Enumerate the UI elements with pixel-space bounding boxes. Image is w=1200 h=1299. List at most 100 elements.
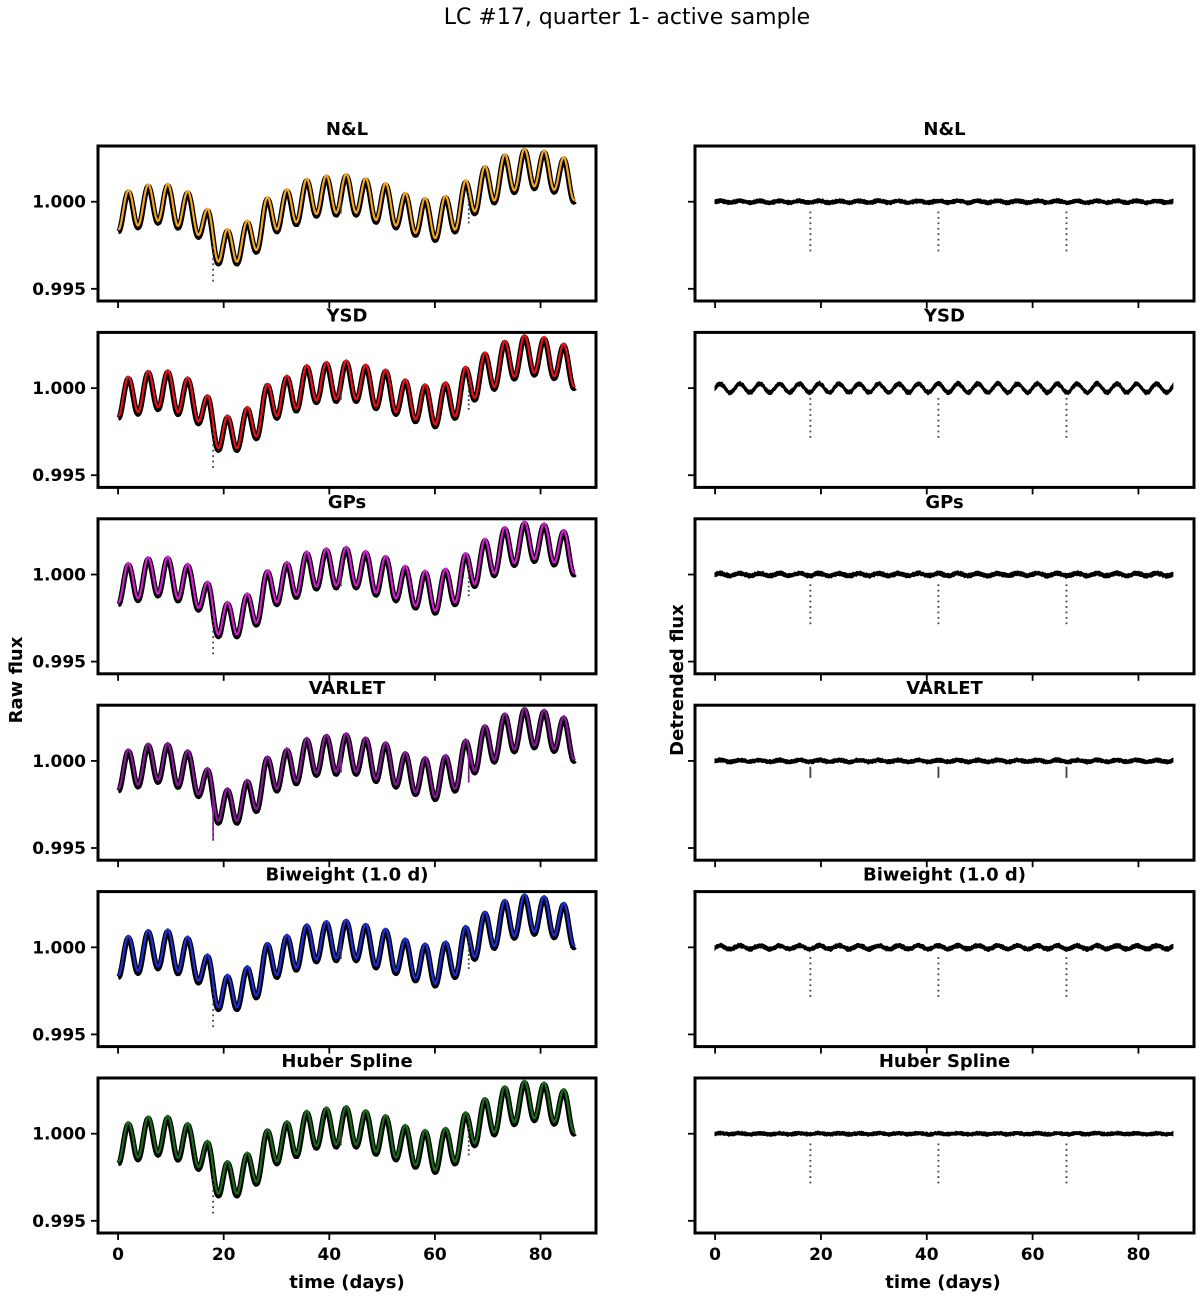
transit-point [212, 1206, 215, 1209]
raw-flux-series [116, 334, 577, 453]
transit-point [937, 978, 940, 981]
transit-point [340, 1136, 342, 1139]
transit-point [937, 1176, 940, 1178]
transit-point [809, 957, 812, 959]
transit-point [937, 435, 940, 438]
transit-point [937, 430, 940, 433]
y-tick-label: 0.995 [32, 839, 86, 859]
transit-point [340, 211, 342, 214]
transit-point [1065, 414, 1068, 417]
transit-point [1065, 616, 1068, 619]
y-tick-label: 0.995 [32, 653, 86, 673]
transit-point [809, 766, 812, 769]
transit-point [809, 1143, 812, 1146]
transit-point [467, 195, 470, 198]
axes-frame [96, 703, 598, 862]
transit-point [809, 1170, 812, 1173]
transit-point [212, 247, 215, 249]
transit-point [1065, 774, 1068, 777]
plot-area [714, 1130, 1174, 1184]
transit-point [467, 217, 470, 220]
transit-point [467, 967, 470, 969]
transit-point [340, 391, 342, 394]
trend-model-line [117, 1079, 576, 1195]
transit-point [212, 268, 215, 271]
transit-point [1065, 589, 1068, 592]
transit-point [1065, 1148, 1068, 1151]
detrended-panel-4: VARLET [688, 678, 1196, 868]
transit-point [1065, 967, 1068, 970]
transit-point [467, 381, 470, 384]
transit-point [1065, 403, 1068, 406]
transit-point [467, 949, 470, 952]
transit-point [1065, 622, 1068, 625]
axes-frame [96, 890, 598, 1049]
transit-point [1065, 773, 1068, 776]
transit-point [937, 984, 940, 987]
panel-title: Huber Spline [281, 1051, 412, 1072]
transit-point [340, 582, 342, 584]
panels-grid: N&L 1.000 0.995 N&L YSD 1.000 0.995 YSD GPs 1.000… [32, 119, 1196, 1265]
transit-point [340, 1143, 342, 1146]
trend-model-line [117, 520, 576, 636]
transit-point [467, 568, 470, 571]
transit-point [1065, 984, 1068, 987]
transit-point [467, 199, 470, 202]
transit-point [212, 630, 215, 633]
x-tick-label: 0 [709, 1245, 721, 1265]
transit-point [809, 774, 812, 777]
transit-point [1065, 978, 1068, 981]
transit-point [1065, 430, 1068, 433]
transit-point [340, 397, 342, 400]
transit-point [212, 641, 215, 644]
plot-area [116, 334, 577, 468]
detrended-flux-series [714, 569, 1174, 579]
transit-point [1065, 425, 1068, 427]
transit-point [937, 1143, 940, 1146]
transit-point [340, 207, 342, 209]
transit-point [809, 1148, 812, 1151]
y-tick-label: 0.995 [32, 1025, 86, 1045]
transit-point [212, 1184, 215, 1187]
transit-point [1065, 1170, 1068, 1173]
transit-point [212, 252, 215, 255]
transit-point [212, 449, 215, 452]
transit-point [467, 572, 470, 575]
raw-panel-6: Huber Spline 1.000 0.995 0 20 40 60 80 [32, 1051, 598, 1265]
transit-point [937, 1159, 940, 1162]
axes-frame [96, 330, 598, 489]
transit-point [937, 989, 940, 992]
transit-point [340, 389, 342, 391]
transit-point [467, 221, 470, 224]
transit-point [212, 1179, 215, 1181]
transit-point [340, 950, 342, 953]
transit-point [467, 594, 470, 597]
transit-point [809, 773, 812, 776]
trend-model-line [117, 334, 576, 450]
transit-point [212, 1014, 215, 1017]
panel-title: N&L [923, 119, 965, 140]
y-tick-label: 1.000 [32, 938, 86, 958]
transit-point [809, 606, 812, 608]
transit-point [212, 433, 215, 436]
y-tick-label: 1.000 [32, 752, 86, 772]
transit-point [212, 274, 215, 277]
transit-point [937, 622, 940, 625]
transit-point [937, 238, 940, 241]
plot-area [116, 1079, 577, 1214]
plot-area [116, 893, 577, 1028]
transit-point [212, 1211, 215, 1214]
raw-panel-5: Biweight (1.0 d) 1.000 0.995 [32, 865, 598, 1054]
transit-point [937, 595, 940, 597]
plot-area [714, 756, 1174, 778]
transit-point [809, 403, 812, 406]
panel-title: N&L [326, 119, 368, 140]
axes-frame [693, 703, 1196, 862]
transit-point [467, 941, 470, 943]
transit-point [1065, 1154, 1068, 1157]
transit-point [1065, 766, 1068, 769]
transit-point [212, 1019, 215, 1022]
transit-point [340, 1139, 342, 1141]
transit-point [809, 584, 812, 587]
panel-title: GPs [925, 492, 963, 513]
